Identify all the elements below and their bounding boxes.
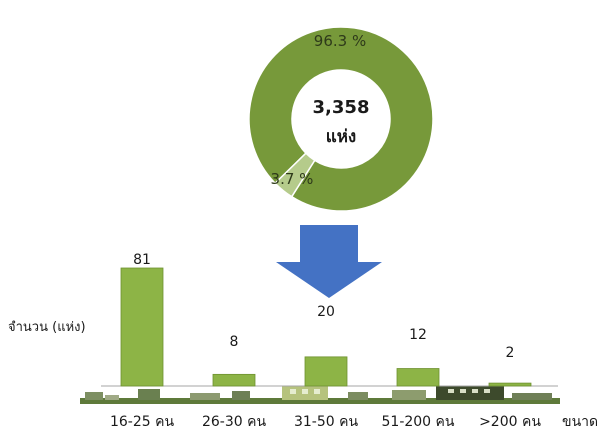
bar	[396, 368, 440, 387]
donut-slice-label-major: 96.3 %	[314, 32, 366, 50]
bar-chart: 81 8 20 12 2 16-25 คน 26-30 คน 31-50 คน 51-200 …	[80, 252, 598, 430]
donut-center-unit: แห่ง	[326, 127, 356, 147]
donut-hole	[292, 70, 390, 168]
bar	[120, 267, 164, 387]
bar	[304, 356, 348, 387]
y-axis-title: จำนวน (แห่ง)	[8, 320, 86, 335]
bar-value-label: 20	[317, 304, 335, 320]
bar-category-label: >200 คน	[479, 414, 541, 430]
donut-chart: 3,358 แห่ง 96.3 % 3.7 %	[248, 26, 434, 212]
donut-center-value: 3,358	[313, 97, 370, 118]
bar-value-label: 12	[409, 327, 427, 343]
donut-slice-label-minor: 3.7 %	[271, 170, 314, 188]
bar	[212, 373, 256, 387]
buildings-decoration	[80, 386, 560, 404]
bar-category-label: 51-200 คน	[382, 414, 455, 430]
x-axis-title: ขนาด	[562, 414, 598, 430]
bar-category-label: 16-25 คน	[110, 414, 174, 430]
bar-category-label: 26-30 คน	[202, 414, 266, 430]
bar-value-label: 81	[133, 252, 151, 268]
down-arrow-icon	[276, 225, 382, 298]
bar-value-label: 2	[506, 345, 515, 361]
bar-category-label: 31-50 คน	[294, 414, 358, 430]
bar	[488, 382, 532, 387]
bar-value-label: 8	[230, 334, 239, 350]
